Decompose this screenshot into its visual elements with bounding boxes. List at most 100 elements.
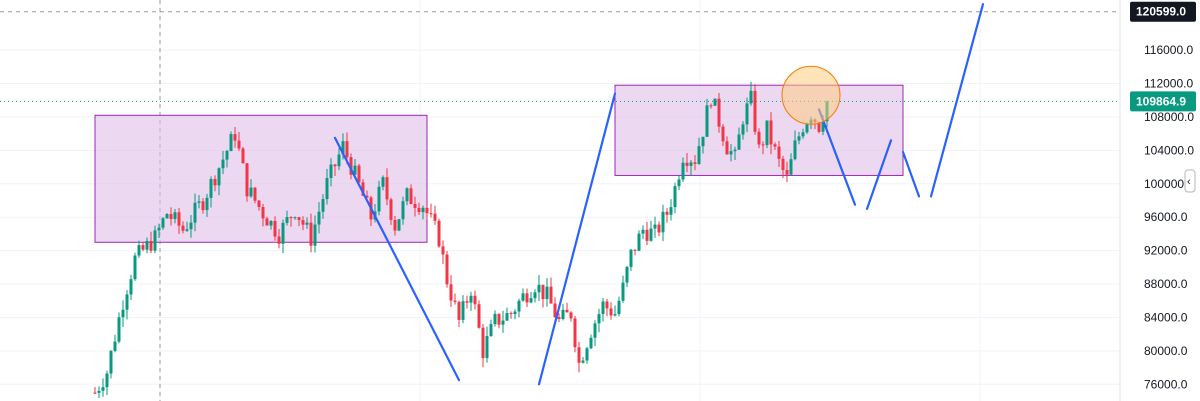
current-price-label: 109864.9 [1136,94,1186,108]
candle-body [761,144,765,146]
candle-body [225,150,229,160]
candle-body [713,98,717,106]
candle-body [817,122,821,132]
candle-body [149,240,153,251]
candle-body [293,217,297,219]
candle-body [641,229,645,234]
candle-body [605,301,609,309]
candle-body [585,348,589,361]
rectangle-drawings[interactable] [94,84,904,243]
drawing-annotations[interactable] [0,3,1120,386]
trend-line-3[interactable] [817,108,857,206]
candle-body [97,390,101,393]
highlight-circle[interactable] [781,65,841,125]
candle-body [701,136,705,147]
candle-body [125,294,129,310]
candle-body [537,284,541,293]
candle-body [465,301,469,303]
candle-body [205,197,209,211]
candle-body [417,207,421,213]
candle-body [625,266,629,283]
candle-body [301,220,305,225]
candle-body [249,187,253,197]
range-box-2[interactable] [614,84,904,176]
trend-line-2[interactable] [537,92,617,386]
candle-body [413,203,417,208]
candle-body [141,245,145,250]
candle-body [261,206,265,219]
candle-body [437,220,441,247]
candle-body [609,308,613,316]
candle-body [481,327,485,359]
candle-body [525,293,529,303]
candle-body [185,229,189,231]
candle-body [409,188,413,204]
candle-body [769,120,773,145]
candle-body [545,286,549,300]
candle-body [345,141,349,158]
candle-body [805,124,809,133]
range-box-1[interactable] [94,114,428,243]
candle-body [329,164,333,179]
candle-body [285,217,289,223]
candle-body [521,293,525,301]
candle-body [557,317,561,320]
candle-body [173,212,177,219]
candle-body [113,341,117,351]
candle-body [401,201,405,220]
candle-body [341,141,345,155]
candle-body [337,154,341,167]
candle-body [121,309,125,318]
candle-body [433,213,437,221]
candle-body [429,213,433,215]
candle-body [677,179,681,187]
price-tick-label: 104000.0 [1144,143,1194,157]
candle-body [489,324,493,337]
candle-body [725,141,729,155]
candle-body [589,337,593,349]
candle-body [177,212,181,226]
price-axis[interactable]: 116000.0 112000.0 108000.0 104000.0 100000.0… [1119,0,1200,401]
candle-body [453,300,457,302]
candle-body [133,255,137,280]
candle-body [425,207,429,214]
trend-line-6[interactable] [929,3,985,198]
candle-body [477,304,481,328]
candle-body [353,165,357,175]
candle-body [157,227,161,231]
candle-body [153,230,157,251]
trend-line-5[interactable] [901,150,921,198]
candle-body [201,201,205,211]
candle-body [653,224,657,229]
candle-body [705,105,709,137]
candle-body [753,90,757,132]
candle-body [685,162,689,166]
candle-body [333,164,337,167]
candle-body [781,158,785,171]
candle-body [405,188,409,202]
candle-body [257,200,261,207]
candle-body [669,207,673,215]
price-tick-label: 112000.0 [1144,77,1193,91]
axis-scroll-handle[interactable] [1184,169,1196,193]
candle-body [317,211,321,225]
trend-line-1[interactable] [333,136,461,382]
price-axis-background [1120,0,1200,401]
candle-body [389,199,393,220]
candle-body [357,165,361,183]
candle-body [633,249,637,251]
candle-body [109,350,113,374]
candle-body [553,303,557,318]
candle-body [269,220,273,226]
candle-body [821,121,825,132]
price-tick-label: 92000.0 [1144,244,1188,258]
candle-body [601,301,605,315]
candle-body [169,214,173,219]
candle-body [265,218,269,226]
candle-body [221,159,225,169]
crosshair-price-badge [1130,1,1196,22]
trend-line-4[interactable] [865,139,893,210]
candle-body [377,186,381,212]
